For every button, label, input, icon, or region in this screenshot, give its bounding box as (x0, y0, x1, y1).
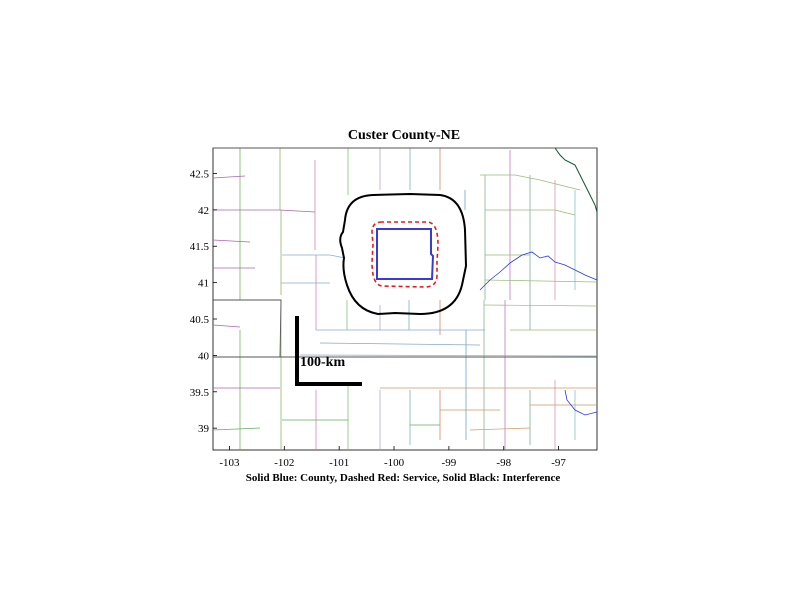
plot-area: 100-km (212, 147, 598, 451)
river-east (564, 389, 598, 416)
x-tick-label: -97 (551, 457, 566, 469)
rivers (479, 251, 598, 416)
river-platte (479, 251, 598, 291)
service-contour (371, 221, 439, 288)
x-tick-label: -98 (496, 457, 511, 469)
county-lines (212, 148, 598, 450)
y-tick-label: 42.5 (190, 168, 210, 180)
scale-bar (295, 316, 362, 386)
y-tick-label: 40 (198, 350, 210, 362)
x-tick-label: -99 (442, 457, 457, 469)
y-tick-label: 42 (198, 205, 209, 217)
state-borders (213, 147, 597, 358)
river-missouri (554, 147, 598, 213)
y-tick-label: 39 (198, 423, 210, 435)
map-title: Custer County-NE (348, 128, 460, 143)
scale-bar-label: 100-km (300, 355, 345, 370)
y-axis-ticks: 42.5 42 41.5 41 40.5 40 39.5 39 (190, 168, 217, 435)
x-tick-label: -103 (219, 457, 240, 469)
x-axis-ticks: -103 -102 -101 -100 -99 -98 -97 (219, 446, 566, 469)
x-tick-label: -100 (384, 457, 405, 469)
county-boundary (376, 228, 435, 280)
x-tick-label: -102 (274, 457, 294, 469)
x-tick-label: -101 (329, 457, 349, 469)
state-border-ne-co (213, 299, 282, 358)
map-caption: Solid Blue: County, Dashed Red: Service,… (246, 472, 561, 484)
plot-frame (212, 147, 598, 451)
y-tick-label: 41.5 (190, 241, 210, 253)
y-tick-label: 40.5 (190, 314, 210, 326)
y-tick-label: 41 (198, 278, 209, 290)
y-tick-label: 39.5 (190, 387, 210, 399)
interference-contour (339, 192, 468, 316)
